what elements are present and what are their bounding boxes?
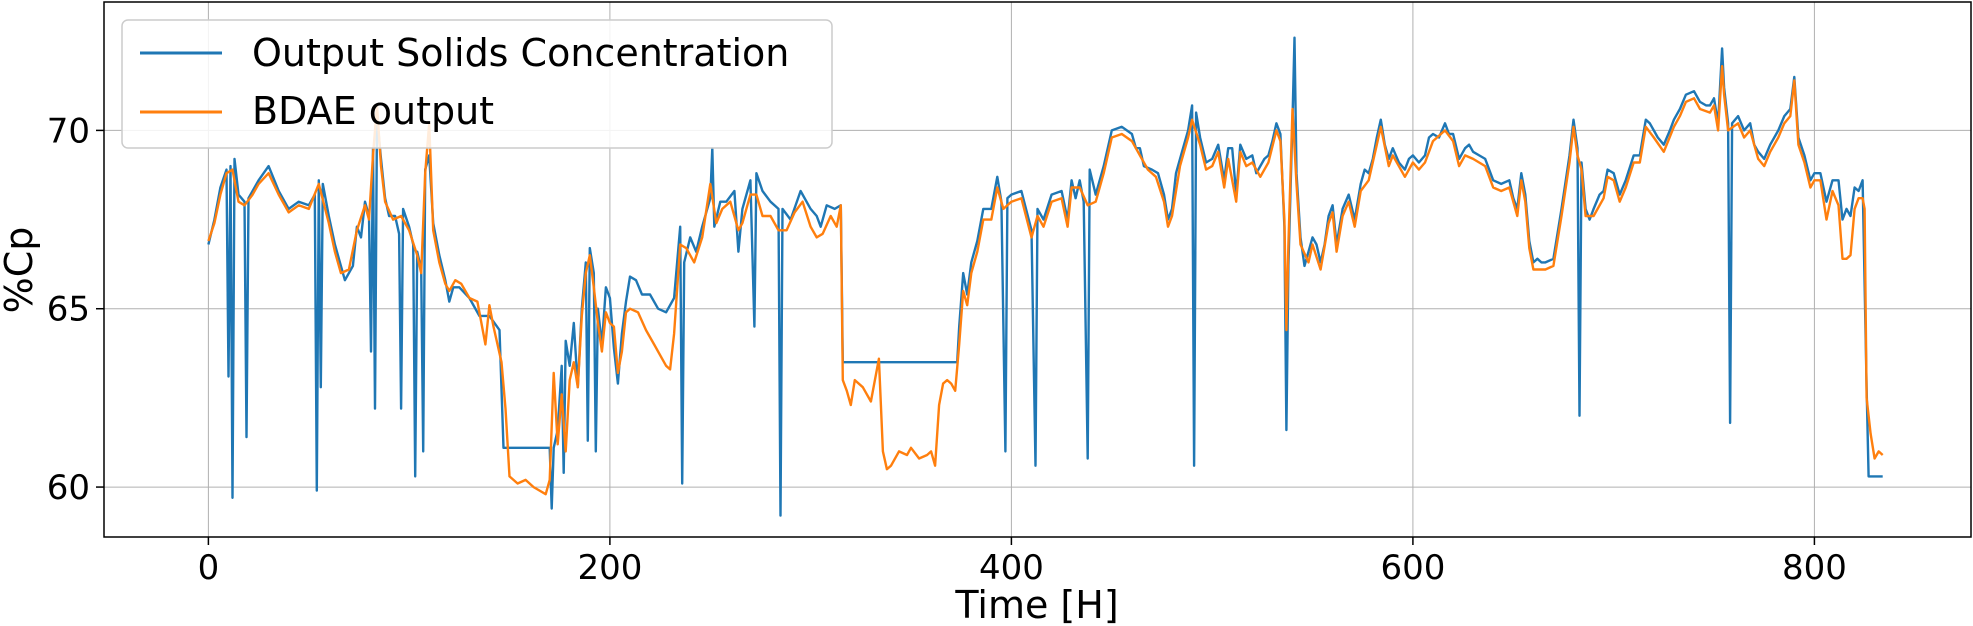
x-tick-label: 800 — [1782, 548, 1847, 588]
x-tick-label: 0 — [198, 548, 220, 588]
series-line-bdae-output — [207, 65, 1884, 496]
legend: Output Solids Concentration BDAE output — [121, 19, 833, 149]
series-lines — [207, 36, 1884, 517]
series-line-output-solids — [207, 36, 1883, 517]
legend-box — [121, 19, 833, 149]
y-tick-label: 70 — [47, 111, 90, 151]
axis-ticks: 0 200 400 600 800 60 65 70 — [47, 111, 1847, 588]
y-tick-label: 65 — [47, 290, 90, 330]
x-tick-label: 400 — [979, 548, 1044, 588]
legend-label-bdae-output: BDAE output — [252, 89, 494, 133]
x-axis-label: Time [H] — [954, 583, 1118, 626]
y-tick-label: 60 — [47, 468, 90, 508]
legend-label-output-solids: Output Solids Concentration — [252, 31, 789, 75]
x-tick-label: 200 — [577, 548, 642, 588]
plot-area-frame — [103, 1, 1972, 538]
x-tick-label: 600 — [1380, 548, 1445, 588]
y-axis-label: %Cp — [0, 227, 41, 314]
